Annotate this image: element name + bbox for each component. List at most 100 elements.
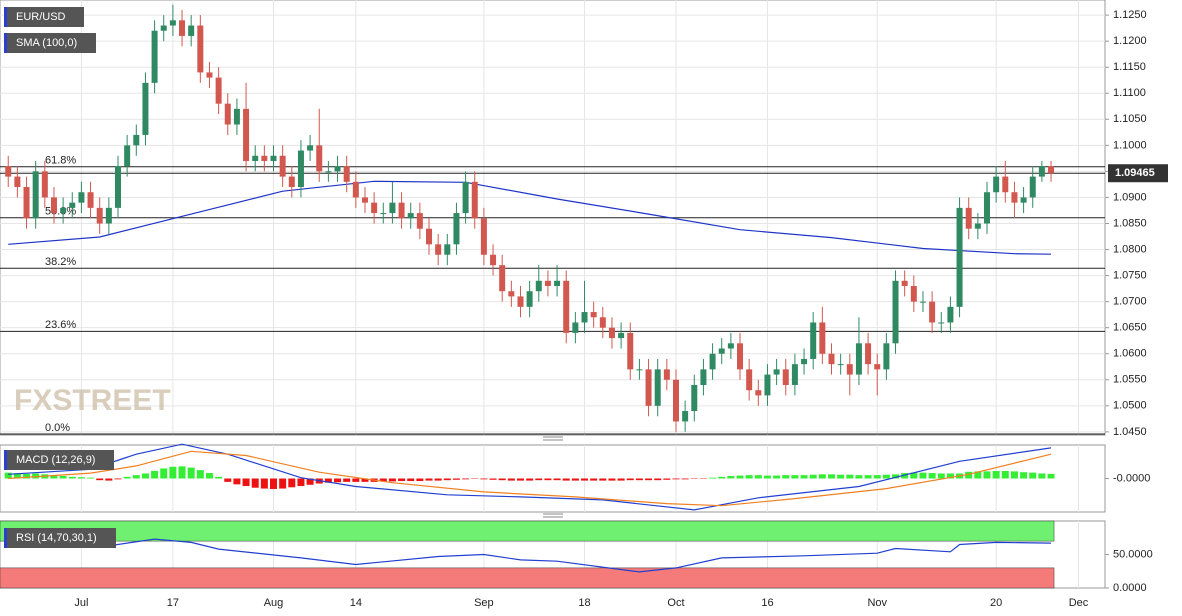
candle-body	[444, 244, 451, 255]
candle-body	[1002, 176, 1009, 193]
rsi-band	[0, 567, 1055, 589]
candle-body	[526, 291, 533, 307]
histogram-bar	[635, 478, 643, 481]
indicator-line	[8, 443, 1052, 511]
histogram-bar	[1029, 472, 1037, 479]
histogram-bar	[452, 478, 460, 480]
panel-grip	[543, 436, 563, 518]
candle-body	[435, 244, 442, 255]
histogram-bar	[727, 475, 735, 479]
histogram-bar	[343, 478, 351, 482]
histogram-bar	[974, 471, 982, 479]
candle-body	[371, 202, 378, 214]
histogram-bar	[709, 477, 717, 479]
panel-label-bg	[4, 7, 84, 27]
candle-body	[645, 369, 652, 406]
candle-body	[929, 301, 936, 323]
histogram-bar	[23, 473, 31, 479]
candle-body	[581, 312, 588, 323]
plot-layer: Jul 17 Aug 14 Sep 18 Oct 16 Nov 20 Dec 1.1250 1.1200…	[0, 0, 1168, 609]
candle-body	[727, 343, 734, 349]
candle-body	[846, 364, 853, 375]
fib-label: 23.6%	[45, 319, 76, 331]
panel-label: RSI (14,70,30,1)	[16, 532, 97, 544]
candle-body	[654, 369, 661, 406]
histogram-bar	[873, 475, 881, 479]
histogram-bar	[260, 478, 268, 489]
panel-label-accent	[4, 33, 7, 53]
candle-body	[855, 343, 862, 375]
histogram-bar	[946, 473, 954, 479]
candle-body	[746, 369, 753, 391]
histogram-bar	[233, 478, 241, 485]
candle-body	[380, 213, 387, 215]
candle-body	[837, 364, 844, 366]
y-tick-label: 1.0650	[1113, 322, 1147, 334]
histogram-bar	[1047, 473, 1055, 479]
histogram-bar	[77, 477, 85, 479]
candle-body	[663, 369, 670, 380]
panel-label-accent	[4, 450, 7, 470]
histogram-bar	[663, 478, 671, 480]
histogram-bar	[553, 478, 561, 481]
histogram-bar	[654, 478, 662, 481]
y-tick-label: 1.0800	[1113, 243, 1147, 255]
y-tick-label: 1.1000	[1113, 139, 1147, 151]
candle-body	[426, 228, 433, 245]
candle-body	[901, 280, 908, 287]
histogram-bar	[544, 478, 552, 481]
panel-label: MACD (12,26,9)	[16, 454, 95, 466]
candle-body	[325, 171, 332, 173]
histogram-bar	[937, 473, 945, 479]
last-price-bg	[1108, 164, 1168, 183]
histogram-bar	[462, 478, 470, 480]
candle-body	[96, 207, 103, 224]
histogram-bar	[407, 478, 415, 482]
candle-body	[14, 176, 21, 188]
fib-label: 61.8%	[45, 155, 76, 167]
candle-body	[773, 369, 780, 375]
candle-body	[480, 218, 487, 255]
candle-body	[215, 77, 222, 104]
candle-body	[883, 343, 890, 370]
histogram-bar	[96, 478, 104, 481]
watermark: FXSTREET	[14, 384, 171, 417]
candle-body	[691, 384, 698, 412]
y-tick-label: 1.1050	[1113, 113, 1147, 125]
candle-body	[1020, 197, 1027, 203]
candle-body	[865, 343, 872, 365]
x-tick-label: Oct	[667, 597, 684, 609]
histogram-bar	[800, 475, 808, 479]
candle-body	[361, 197, 368, 203]
candle-body	[709, 353, 716, 370]
histogram-bar	[334, 478, 342, 483]
candle-body	[297, 150, 304, 188]
candle-body	[453, 213, 460, 245]
x-tick-label: Sep	[474, 597, 494, 609]
y-tick-label: -0.0000	[1113, 472, 1150, 484]
histogram-bar	[681, 478, 689, 480]
candle-body	[535, 280, 542, 292]
y-tick-label: 50.0000	[1113, 548, 1153, 560]
histogram-bar	[279, 478, 287, 489]
candle-body	[801, 358, 808, 365]
histogram-bar	[379, 478, 387, 482]
histogram-bar	[68, 476, 76, 479]
candle-body	[224, 103, 231, 125]
x-tick-label: 20	[990, 597, 1002, 609]
histogram-bar	[434, 478, 442, 481]
histogram-bar	[901, 473, 909, 479]
histogram-bar	[215, 476, 223, 479]
histogram-bar	[992, 470, 1000, 479]
histogram-bar	[1038, 473, 1046, 479]
candle-body	[508, 291, 515, 297]
histogram-bar	[855, 475, 863, 479]
histogram-bar	[562, 478, 570, 481]
histogram-bar	[50, 475, 58, 479]
histogram-bar	[791, 475, 799, 479]
candle-body	[490, 254, 497, 266]
histogram-bar	[398, 478, 406, 482]
panel-label-bg	[4, 33, 96, 53]
histogram-bar	[443, 478, 451, 481]
candle-body	[1011, 192, 1018, 203]
